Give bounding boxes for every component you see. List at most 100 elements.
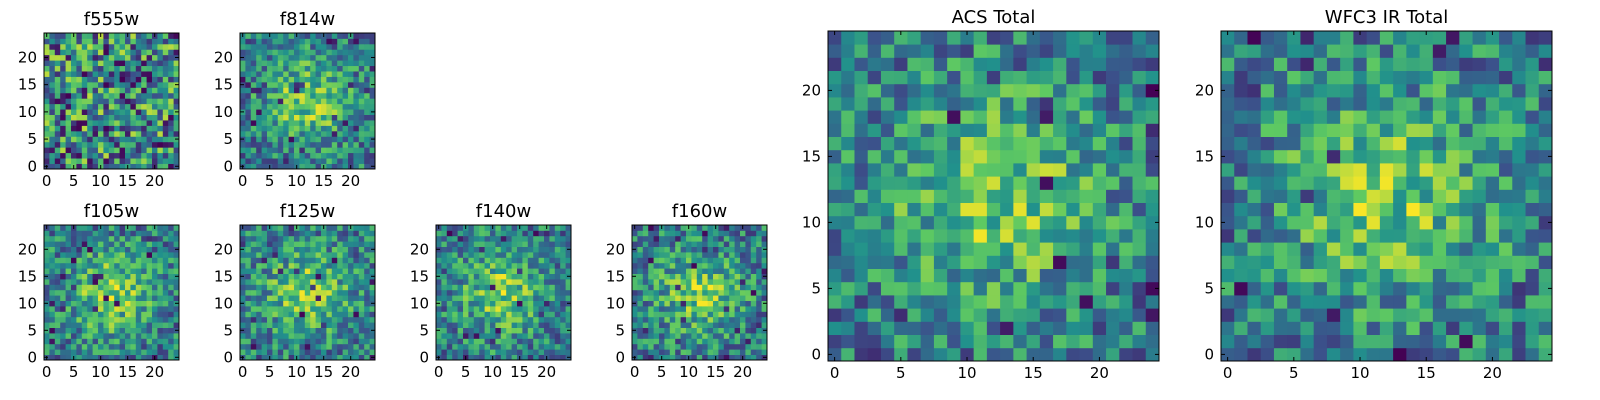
pixel-cell [533, 306, 539, 312]
pixel-cell [960, 44, 975, 58]
pixel-cell [337, 103, 343, 110]
pixel-cell [554, 279, 561, 285]
pixel-cell [1234, 202, 1248, 217]
pixel-cell [457, 225, 464, 231]
pixel-cell [1079, 44, 1094, 58]
pixel-cell [637, 225, 644, 231]
pixel-cell [250, 354, 257, 361]
pixel-cell [240, 65, 246, 72]
pixel-cell [310, 109, 316, 115]
pixel-cell [240, 230, 246, 237]
pixel-cell [54, 354, 61, 361]
pixel-cell [135, 343, 142, 350]
pixel-cell [60, 76, 66, 83]
pixel-cell [157, 316, 164, 323]
pixel-cell [54, 257, 61, 264]
pixel-cell [441, 311, 448, 318]
pixel-cell [76, 241, 83, 247]
pixel-cell [702, 230, 708, 237]
pixel-cell [933, 44, 948, 58]
pixel-cell [173, 295, 180, 301]
pixel-cell [522, 311, 529, 318]
pixel-cell [554, 338, 561, 345]
pixel-cell [960, 176, 975, 190]
pixel-cell [675, 252, 681, 258]
pixel-cell [321, 241, 327, 247]
pixel-cell [348, 279, 354, 285]
pixel-cell [648, 279, 654, 285]
pixel-cell [261, 120, 268, 126]
pixel-cell [659, 300, 665, 307]
pixel-cell [342, 279, 349, 285]
pixel-cell [49, 300, 56, 307]
pixel-cell [1234, 176, 1248, 190]
pixel-cell [565, 230, 572, 237]
pixel-cell [522, 235, 529, 242]
pixel-cell [240, 333, 246, 339]
pixel-cell [740, 252, 746, 258]
pixel-cell [554, 322, 561, 328]
pixel-cell [173, 141, 180, 148]
pixel-cell [342, 147, 349, 154]
pixel-cell [960, 347, 975, 362]
pixel-cell [71, 252, 77, 258]
pixel-cell [522, 322, 529, 328]
pixel-cell [500, 262, 507, 269]
pixel-cell [135, 147, 142, 154]
pixel-cell [125, 125, 131, 132]
pixel-cell [560, 268, 566, 274]
pixel-cell [648, 246, 654, 253]
y-tick-label: 20 [606, 240, 625, 258]
pixel-cell [141, 65, 147, 72]
pixel-cell [152, 327, 158, 334]
pixel-cell [446, 316, 453, 323]
x-tick-label: 20 [341, 172, 360, 190]
pixel-cell [168, 273, 174, 280]
pixel-cell [294, 327, 300, 334]
pixel-cell [894, 44, 908, 58]
pixel-cell [353, 125, 360, 132]
pixel-cell [146, 322, 153, 328]
pixel-cell [560, 295, 566, 301]
pixel-cell [288, 152, 295, 159]
pixel-cell [544, 268, 550, 274]
pixel-cell [331, 120, 338, 126]
pixel-cell [119, 38, 126, 45]
pixel-cell [1485, 242, 1500, 256]
pixel-cell [686, 295, 692, 301]
pixel-cell [1066, 70, 1080, 85]
pixel-cell [533, 246, 539, 253]
pixel-cell [436, 295, 442, 301]
pixel-cell [484, 306, 491, 312]
pixel-cell [1379, 189, 1394, 203]
pixel-cell [1106, 176, 1120, 190]
pixel-cell [315, 279, 322, 285]
pixel-cell [554, 327, 561, 334]
pixel-cell [315, 54, 322, 61]
pixel-cell [369, 92, 376, 99]
pixel-cell [642, 284, 649, 291]
pixel-cell [1287, 202, 1301, 217]
pixel-cell [173, 147, 180, 154]
pixel-cell [135, 257, 142, 264]
pixel-cell [960, 215, 975, 230]
pixel-cell [98, 98, 104, 105]
pixel-cell [841, 44, 855, 58]
pixel-cell [76, 87, 83, 94]
pixel-cell [337, 71, 343, 77]
pixel-cell [653, 273, 660, 280]
pixel-cell [65, 262, 72, 269]
x-tick-label: 5 [896, 364, 906, 382]
pixel-cell [353, 225, 360, 231]
pixel-cell [549, 316, 556, 323]
pixel-cell [756, 273, 762, 280]
pixel-cell [256, 109, 262, 115]
pixel-cell [1053, 31, 1067, 45]
pixel-cell [642, 311, 649, 318]
pixel-cell [734, 284, 741, 291]
pixel-cell [162, 120, 169, 126]
pixel-cell [734, 252, 741, 258]
pixel-cell [517, 279, 523, 285]
pixel-cell [723, 316, 730, 323]
pixel-cell [441, 225, 448, 231]
